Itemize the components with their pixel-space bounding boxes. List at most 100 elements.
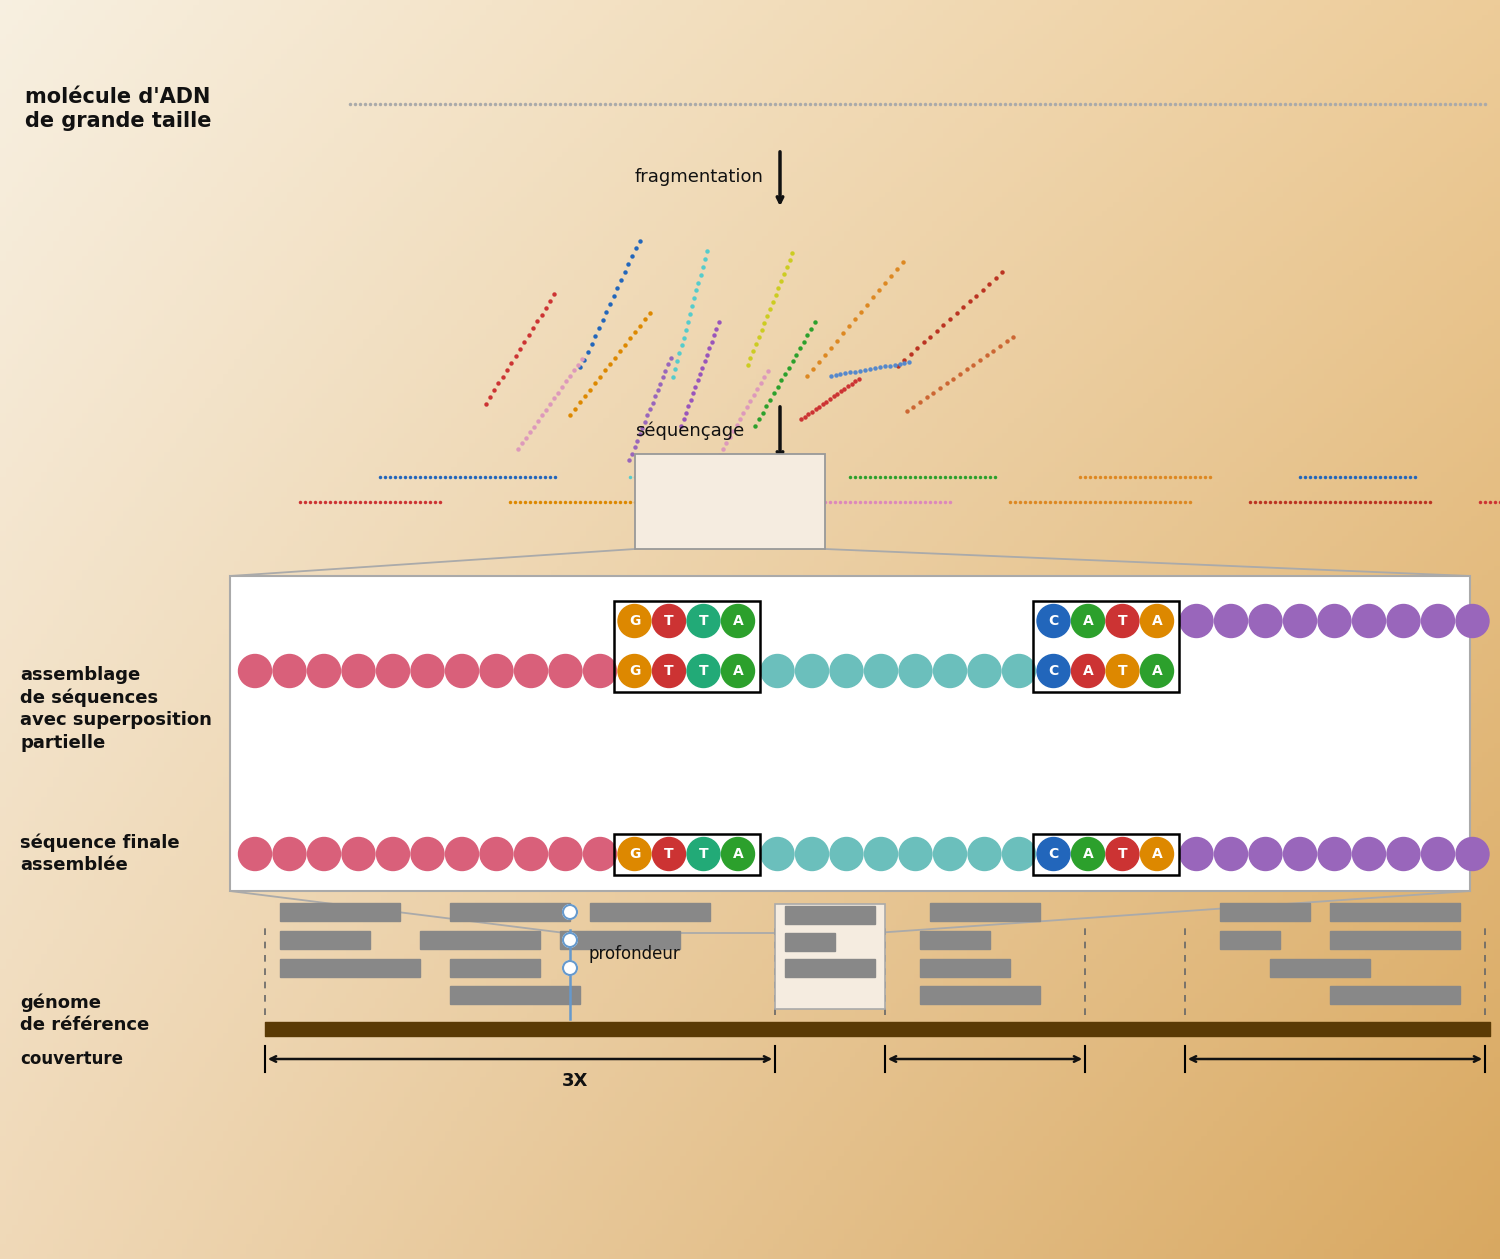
Circle shape <box>1250 837 1282 870</box>
Circle shape <box>618 655 651 687</box>
Circle shape <box>1071 837 1104 870</box>
Circle shape <box>933 837 966 870</box>
Circle shape <box>1353 837 1386 870</box>
Circle shape <box>1106 837 1138 870</box>
Circle shape <box>933 655 966 687</box>
Text: G: G <box>628 614 640 628</box>
Text: A: A <box>1083 847 1094 861</box>
Circle shape <box>562 933 578 947</box>
Circle shape <box>1388 604 1420 637</box>
Circle shape <box>1456 604 1490 637</box>
Text: G: G <box>628 847 640 861</box>
Circle shape <box>1250 604 1282 637</box>
Text: T: T <box>664 663 674 679</box>
Text: assemblage
de séquences
avec superposition
partielle: assemblage de séquences avec superpositi… <box>20 666 211 752</box>
Bar <box>1220 903 1310 922</box>
Circle shape <box>722 837 754 870</box>
Text: T: T <box>1118 663 1128 679</box>
Circle shape <box>898 655 932 687</box>
Circle shape <box>514 655 548 687</box>
Text: A: A <box>732 614 744 628</box>
Bar <box>1330 986 1460 1003</box>
Circle shape <box>1071 655 1104 687</box>
Circle shape <box>342 837 375 870</box>
Text: A: A <box>1152 663 1162 679</box>
Bar <box>920 930 990 949</box>
Circle shape <box>1140 604 1173 637</box>
Text: A: A <box>1152 614 1162 628</box>
Text: G: G <box>628 663 640 679</box>
Circle shape <box>968 837 1000 870</box>
Circle shape <box>584 837 616 870</box>
Bar <box>450 986 580 1003</box>
Circle shape <box>1036 837 1070 870</box>
Text: profondeur: profondeur <box>588 946 680 963</box>
Circle shape <box>1284 604 1317 637</box>
Circle shape <box>1036 604 1070 637</box>
Circle shape <box>618 604 651 637</box>
Bar <box>1330 930 1460 949</box>
Text: T: T <box>1118 847 1128 861</box>
Bar <box>1220 930 1280 949</box>
Bar <box>450 959 540 977</box>
Text: couverture: couverture <box>20 1050 123 1068</box>
Circle shape <box>687 837 720 870</box>
Text: T: T <box>664 614 674 628</box>
Circle shape <box>308 655 340 687</box>
Text: génome
de référence: génome de référence <box>20 993 148 1035</box>
Circle shape <box>898 837 932 870</box>
Circle shape <box>514 837 548 870</box>
Text: A: A <box>1083 614 1094 628</box>
Text: A: A <box>732 663 744 679</box>
Circle shape <box>376 655 410 687</box>
Text: T: T <box>664 847 674 861</box>
Circle shape <box>1036 655 1070 687</box>
Circle shape <box>549 837 582 870</box>
Circle shape <box>1215 837 1248 870</box>
Circle shape <box>1140 837 1173 870</box>
Circle shape <box>238 655 272 687</box>
Circle shape <box>1215 604 1248 637</box>
Text: séquence finale
assemblée: séquence finale assemblée <box>20 833 180 874</box>
Text: T: T <box>699 847 708 861</box>
Circle shape <box>864 655 897 687</box>
Circle shape <box>1180 604 1214 637</box>
Bar <box>280 903 400 922</box>
Text: C: C <box>1048 663 1059 679</box>
Circle shape <box>1071 604 1104 637</box>
Circle shape <box>273 655 306 687</box>
Bar <box>280 930 370 949</box>
Text: T: T <box>699 663 708 679</box>
Bar <box>280 959 420 977</box>
Bar <box>784 933 836 951</box>
Bar <box>920 986 1040 1003</box>
Circle shape <box>1318 837 1352 870</box>
Circle shape <box>1106 655 1138 687</box>
Circle shape <box>1284 837 1317 870</box>
Text: A: A <box>732 847 744 861</box>
Circle shape <box>1422 837 1455 870</box>
Text: fragmentation: fragmentation <box>634 167 764 186</box>
Circle shape <box>760 655 794 687</box>
Bar <box>560 930 680 949</box>
Circle shape <box>480 837 513 870</box>
Circle shape <box>830 837 862 870</box>
Circle shape <box>1318 604 1352 637</box>
Bar <box>590 903 710 922</box>
Circle shape <box>562 905 578 919</box>
Circle shape <box>376 837 410 870</box>
Bar <box>1034 833 1179 875</box>
Circle shape <box>968 655 1000 687</box>
Circle shape <box>562 961 578 974</box>
Bar <box>1034 601 1179 691</box>
Circle shape <box>446 837 478 870</box>
Bar <box>920 959 1010 977</box>
Bar <box>614 601 760 691</box>
Circle shape <box>1456 837 1490 870</box>
Circle shape <box>411 655 444 687</box>
Circle shape <box>830 655 862 687</box>
Circle shape <box>795 655 828 687</box>
Bar <box>784 959 874 977</box>
Circle shape <box>795 837 828 870</box>
Circle shape <box>1002 837 1035 870</box>
